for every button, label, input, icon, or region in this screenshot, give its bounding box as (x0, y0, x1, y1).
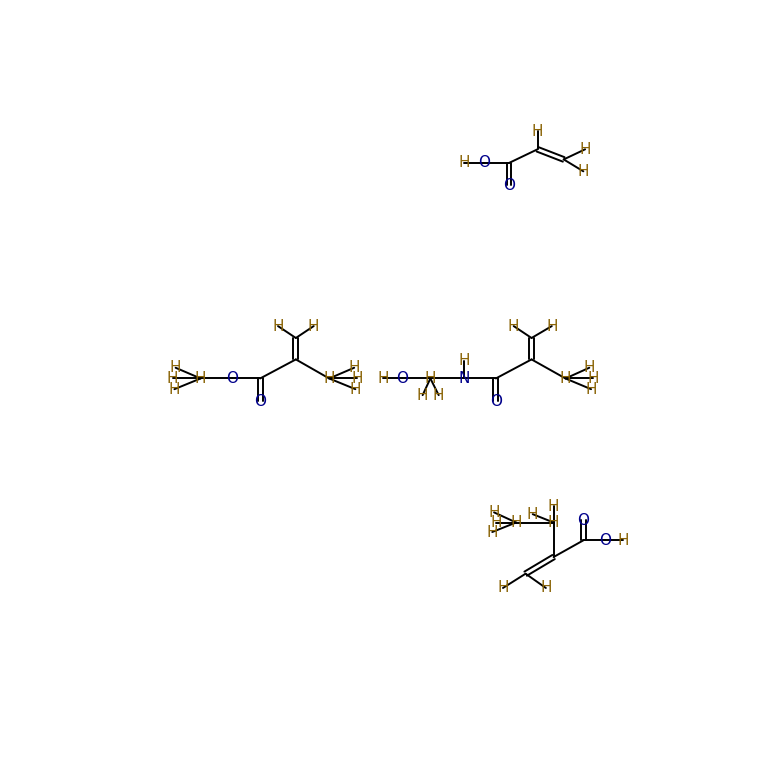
Text: H: H (487, 525, 498, 540)
Text: H: H (308, 318, 319, 334)
Text: H: H (459, 155, 470, 171)
Text: H: H (170, 360, 181, 375)
Text: H: H (377, 371, 389, 386)
Text: H: H (425, 371, 436, 386)
Text: H: H (532, 124, 543, 139)
Text: H: H (169, 382, 180, 397)
Text: H: H (459, 353, 470, 368)
Text: H: H (527, 506, 539, 522)
Text: H: H (548, 515, 559, 530)
Text: H: H (579, 141, 591, 157)
Text: O: O (490, 393, 502, 409)
Text: O: O (226, 371, 238, 386)
Text: H: H (417, 387, 428, 403)
Text: H: H (510, 515, 522, 530)
Text: H: H (540, 581, 552, 595)
Text: H: H (618, 533, 629, 548)
Text: H: H (546, 318, 557, 334)
Text: H: H (588, 371, 599, 386)
Text: O: O (577, 512, 590, 528)
Text: H: H (586, 382, 597, 397)
Text: O: O (396, 371, 408, 386)
Text: H: H (583, 360, 595, 375)
Text: H: H (351, 371, 363, 386)
Text: H: H (324, 371, 335, 386)
Text: N: N (459, 371, 470, 386)
Text: O: O (599, 533, 612, 548)
Text: O: O (478, 155, 490, 171)
Text: H: H (548, 499, 559, 514)
Text: H: H (497, 581, 509, 595)
Text: H: H (167, 371, 179, 386)
Text: H: H (195, 371, 206, 386)
Text: H: H (488, 505, 500, 520)
Text: H: H (348, 360, 360, 375)
Text: H: H (508, 318, 520, 334)
Text: O: O (503, 178, 515, 192)
Text: H: H (578, 164, 589, 179)
Text: H: H (272, 318, 284, 334)
Text: H: H (560, 371, 572, 386)
Text: H: H (433, 387, 445, 403)
Text: H: H (350, 382, 361, 397)
Text: H: H (490, 515, 502, 530)
Text: O: O (254, 393, 266, 409)
